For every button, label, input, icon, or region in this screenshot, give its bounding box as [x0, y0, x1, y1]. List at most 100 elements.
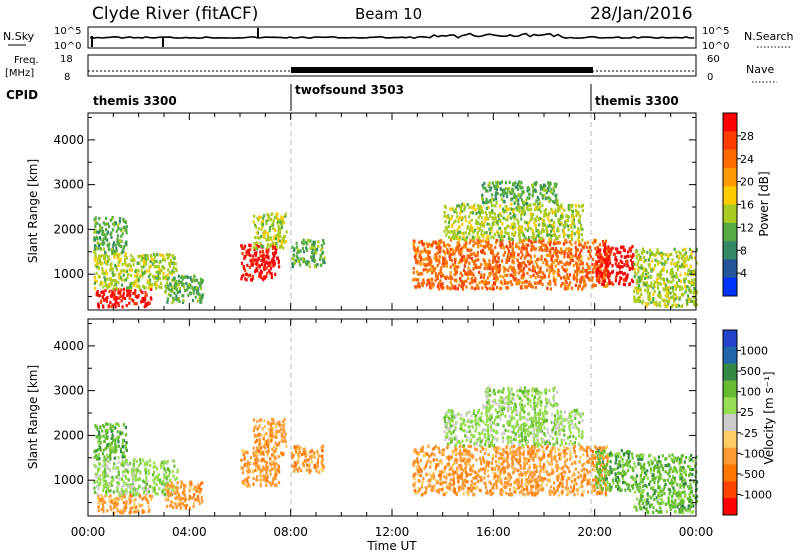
echo-cell — [687, 294, 690, 298]
echo-cell — [415, 285, 418, 289]
echo-cell — [278, 265, 281, 269]
echo-cell — [142, 296, 145, 301]
echo-cell — [111, 479, 114, 483]
echo-cell — [151, 262, 154, 266]
echo-cell — [270, 243, 273, 247]
echo-cell — [257, 448, 260, 452]
echo-cell — [102, 509, 105, 513]
echo-cell — [413, 450, 416, 454]
echo-cell — [579, 242, 582, 247]
echo-cell — [526, 189, 529, 193]
echo-cell — [468, 249, 471, 253]
echo-cell — [531, 193, 534, 197]
echo-cell — [183, 492, 186, 496]
echo-cell — [541, 243, 544, 247]
echo-cell — [480, 205, 483, 209]
echo-cell — [94, 423, 97, 428]
echo-cell — [566, 219, 569, 223]
echo-cell — [470, 218, 473, 222]
echo-cell — [490, 235, 493, 239]
echo-cell — [133, 472, 136, 477]
echo-cell — [541, 282, 544, 287]
echo-cell — [616, 271, 619, 275]
echo-cell — [427, 278, 430, 282]
echo-cell — [160, 465, 163, 469]
echo-cell — [486, 489, 489, 493]
echo-cell — [538, 280, 541, 285]
echo-cell — [171, 459, 174, 463]
echo-cell — [622, 278, 626, 282]
echo-cell — [625, 274, 628, 278]
echo-cell — [442, 273, 445, 277]
echo-cell — [275, 447, 278, 451]
echo-cell — [614, 279, 617, 283]
echo-cell — [150, 285, 153, 289]
echo-cell — [176, 494, 179, 498]
echo-cell — [115, 286, 118, 291]
echo-cell — [520, 264, 523, 268]
echo-cell — [132, 459, 135, 463]
echo-cell — [427, 262, 430, 266]
echo-cell — [496, 222, 499, 226]
echo-cell — [274, 441, 277, 445]
echo-cell — [577, 227, 580, 231]
echo-cell — [156, 278, 159, 282]
echo-cell — [519, 186, 522, 190]
echo-cell — [456, 287, 459, 291]
echo-cell — [597, 248, 600, 252]
echo-cell — [454, 236, 457, 240]
colorbar-tick-label: 16 — [740, 199, 754, 212]
echo-cell — [552, 211, 555, 215]
echo-cell — [658, 294, 661, 299]
echo-cell — [189, 292, 193, 296]
echo-cell — [478, 236, 481, 240]
echo-cell — [671, 258, 674, 262]
echo-cell — [159, 253, 162, 257]
echo-cell — [112, 291, 115, 295]
echo-cell — [96, 247, 99, 251]
echo-cell — [281, 424, 284, 428]
echo-cell — [438, 272, 441, 276]
echo-cell — [97, 487, 100, 491]
echo-cell — [180, 275, 183, 279]
echo-cell — [603, 284, 606, 288]
echo-cell — [485, 231, 488, 235]
echo-cell — [468, 232, 471, 236]
echo-cell — [439, 279, 442, 283]
echo-cell — [311, 246, 314, 250]
echo-cell — [644, 276, 647, 280]
echo-cell — [113, 273, 116, 277]
echo-cell — [153, 260, 156, 264]
echo-cell — [415, 251, 418, 255]
echo-cell — [274, 457, 277, 461]
echo-cell — [279, 230, 282, 234]
echo-cell — [679, 295, 682, 300]
echo-cell — [320, 244, 323, 248]
echo-cell — [100, 254, 103, 258]
echo-cell — [272, 252, 275, 256]
echo-cell — [635, 254, 638, 258]
echo-region — [633, 247, 699, 309]
echo-cell — [296, 251, 299, 255]
echo-cell — [631, 255, 634, 259]
echo-cell — [618, 279, 621, 283]
echo-cell — [110, 436, 113, 440]
echo-cell — [436, 264, 439, 268]
echo-cell — [518, 452, 521, 456]
echo-cell — [646, 290, 649, 294]
echo-cell — [170, 481, 173, 485]
echo-cell — [537, 230, 540, 234]
echo-cell — [114, 426, 117, 430]
echo-cell — [537, 202, 540, 206]
echo-cell — [474, 277, 477, 281]
echo-cell — [506, 452, 509, 456]
echo-cell — [102, 221, 105, 225]
echo-cell — [194, 295, 197, 299]
echo-cell — [472, 266, 475, 271]
echo-cell — [508, 180, 511, 184]
echo-cell — [600, 275, 603, 279]
echo-cell — [451, 464, 454, 468]
echo-cell — [142, 299, 145, 303]
echo-cell — [195, 487, 198, 491]
